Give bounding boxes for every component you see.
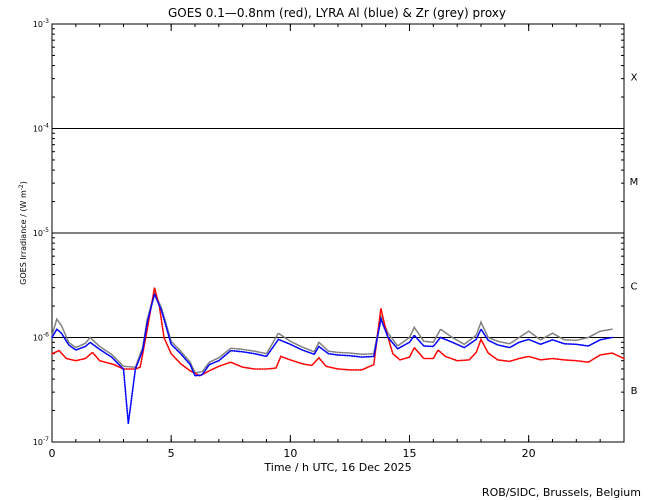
x-tick-label: 5 bbox=[168, 447, 175, 460]
x-axis-label: Time / h UTC, 16 Dec 2025 bbox=[263, 461, 411, 474]
x-tick-label: 0 bbox=[49, 447, 56, 460]
y-axis-label: GOES Irradiance / (W m-2) bbox=[18, 181, 28, 285]
series-line bbox=[51, 287, 625, 377]
y-tick-label: 10-6 bbox=[33, 332, 49, 343]
x-tick-label: 15 bbox=[403, 447, 417, 460]
flare-class-labels: B C M X bbox=[630, 72, 639, 397]
flare-class-label: M bbox=[630, 177, 639, 188]
flare-class-label: X bbox=[631, 72, 638, 83]
flare-class-lines bbox=[52, 128, 624, 338]
flare-class-label: B bbox=[631, 386, 638, 397]
flare-class-label: C bbox=[631, 281, 638, 292]
x-axis: 0 5 10 15 20 bbox=[49, 24, 625, 460]
y-tick-label: 10-5 bbox=[33, 227, 49, 238]
data-series bbox=[51, 287, 625, 424]
y-tick-label: 10-7 bbox=[33, 436, 49, 447]
series-line bbox=[51, 291, 613, 424]
chart-title: GOES 0.1—0.8nm (red), LYRA Al (blue) & Z… bbox=[168, 6, 506, 20]
y-tick-label: 10-4 bbox=[33, 123, 49, 134]
x-tick-label: 10 bbox=[283, 447, 297, 460]
x-tick-label: 20 bbox=[522, 447, 536, 460]
y-axis-label-main: GOES Irradiance / (W m bbox=[19, 190, 28, 285]
y-axis-label-close: ) bbox=[19, 181, 28, 184]
y-tick-label: 10-3 bbox=[33, 18, 49, 29]
credit-text: ROB/SIDC, Brussels, Belgium bbox=[482, 486, 641, 499]
y-axis-label-sup: -2 bbox=[18, 184, 25, 190]
y-axis: 10-7 10-6 10-5 10-4 10-3 bbox=[33, 18, 624, 447]
series-line bbox=[51, 290, 613, 374]
